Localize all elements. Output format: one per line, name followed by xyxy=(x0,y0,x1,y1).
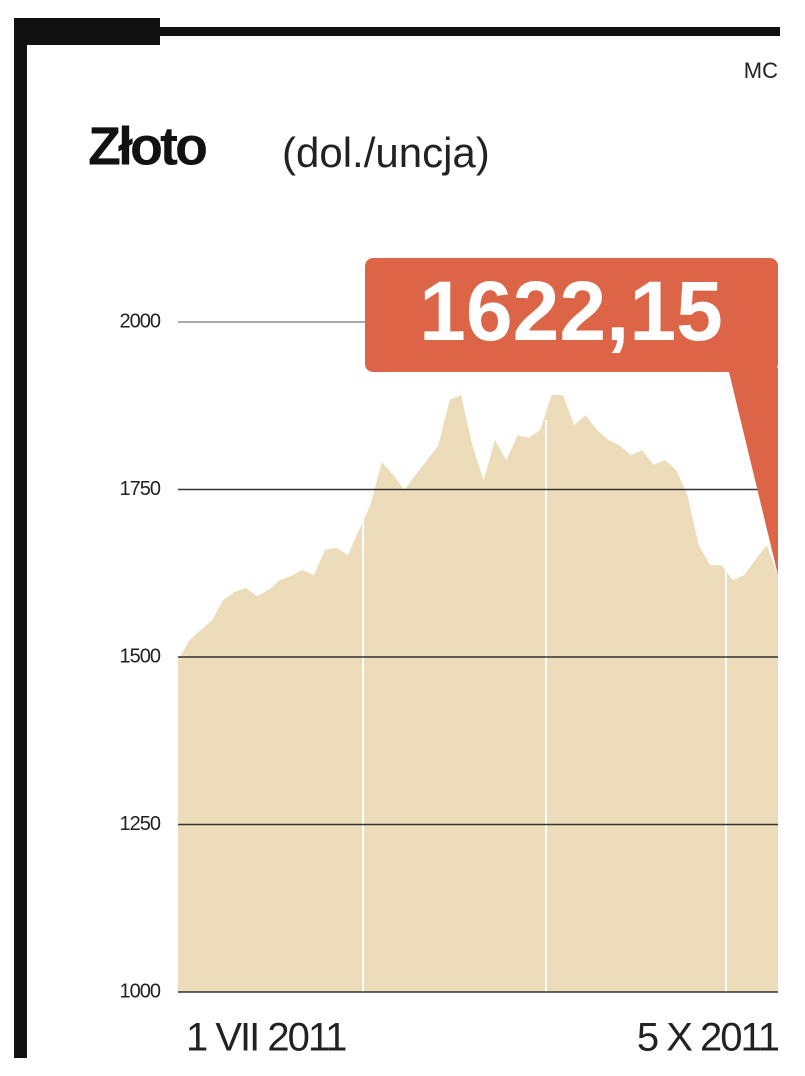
y-tick-label: 1750 xyxy=(120,478,161,500)
label-pointer xyxy=(728,368,778,576)
value-label: 1622,15 xyxy=(419,264,723,358)
frame-bar xyxy=(14,18,27,1058)
x-tick-label: 1 VII 2011 xyxy=(186,1016,346,1060)
x-tick-label: 5 X 2011 xyxy=(637,1016,779,1060)
y-tick-label: 2000 xyxy=(120,310,161,332)
source: MC xyxy=(744,58,778,83)
y-tick-label: 1500 xyxy=(120,645,161,667)
frame-top-thin xyxy=(160,27,780,36)
label-box xyxy=(365,258,778,372)
area xyxy=(178,395,778,992)
chart-title: Złoto xyxy=(88,116,206,176)
frame-top-thick xyxy=(14,18,160,45)
y-tick-label: 1000 xyxy=(120,980,161,1002)
chart-subtitle: (dol./uncja) xyxy=(282,129,490,176)
y-tick-label: 1250 xyxy=(120,813,161,835)
